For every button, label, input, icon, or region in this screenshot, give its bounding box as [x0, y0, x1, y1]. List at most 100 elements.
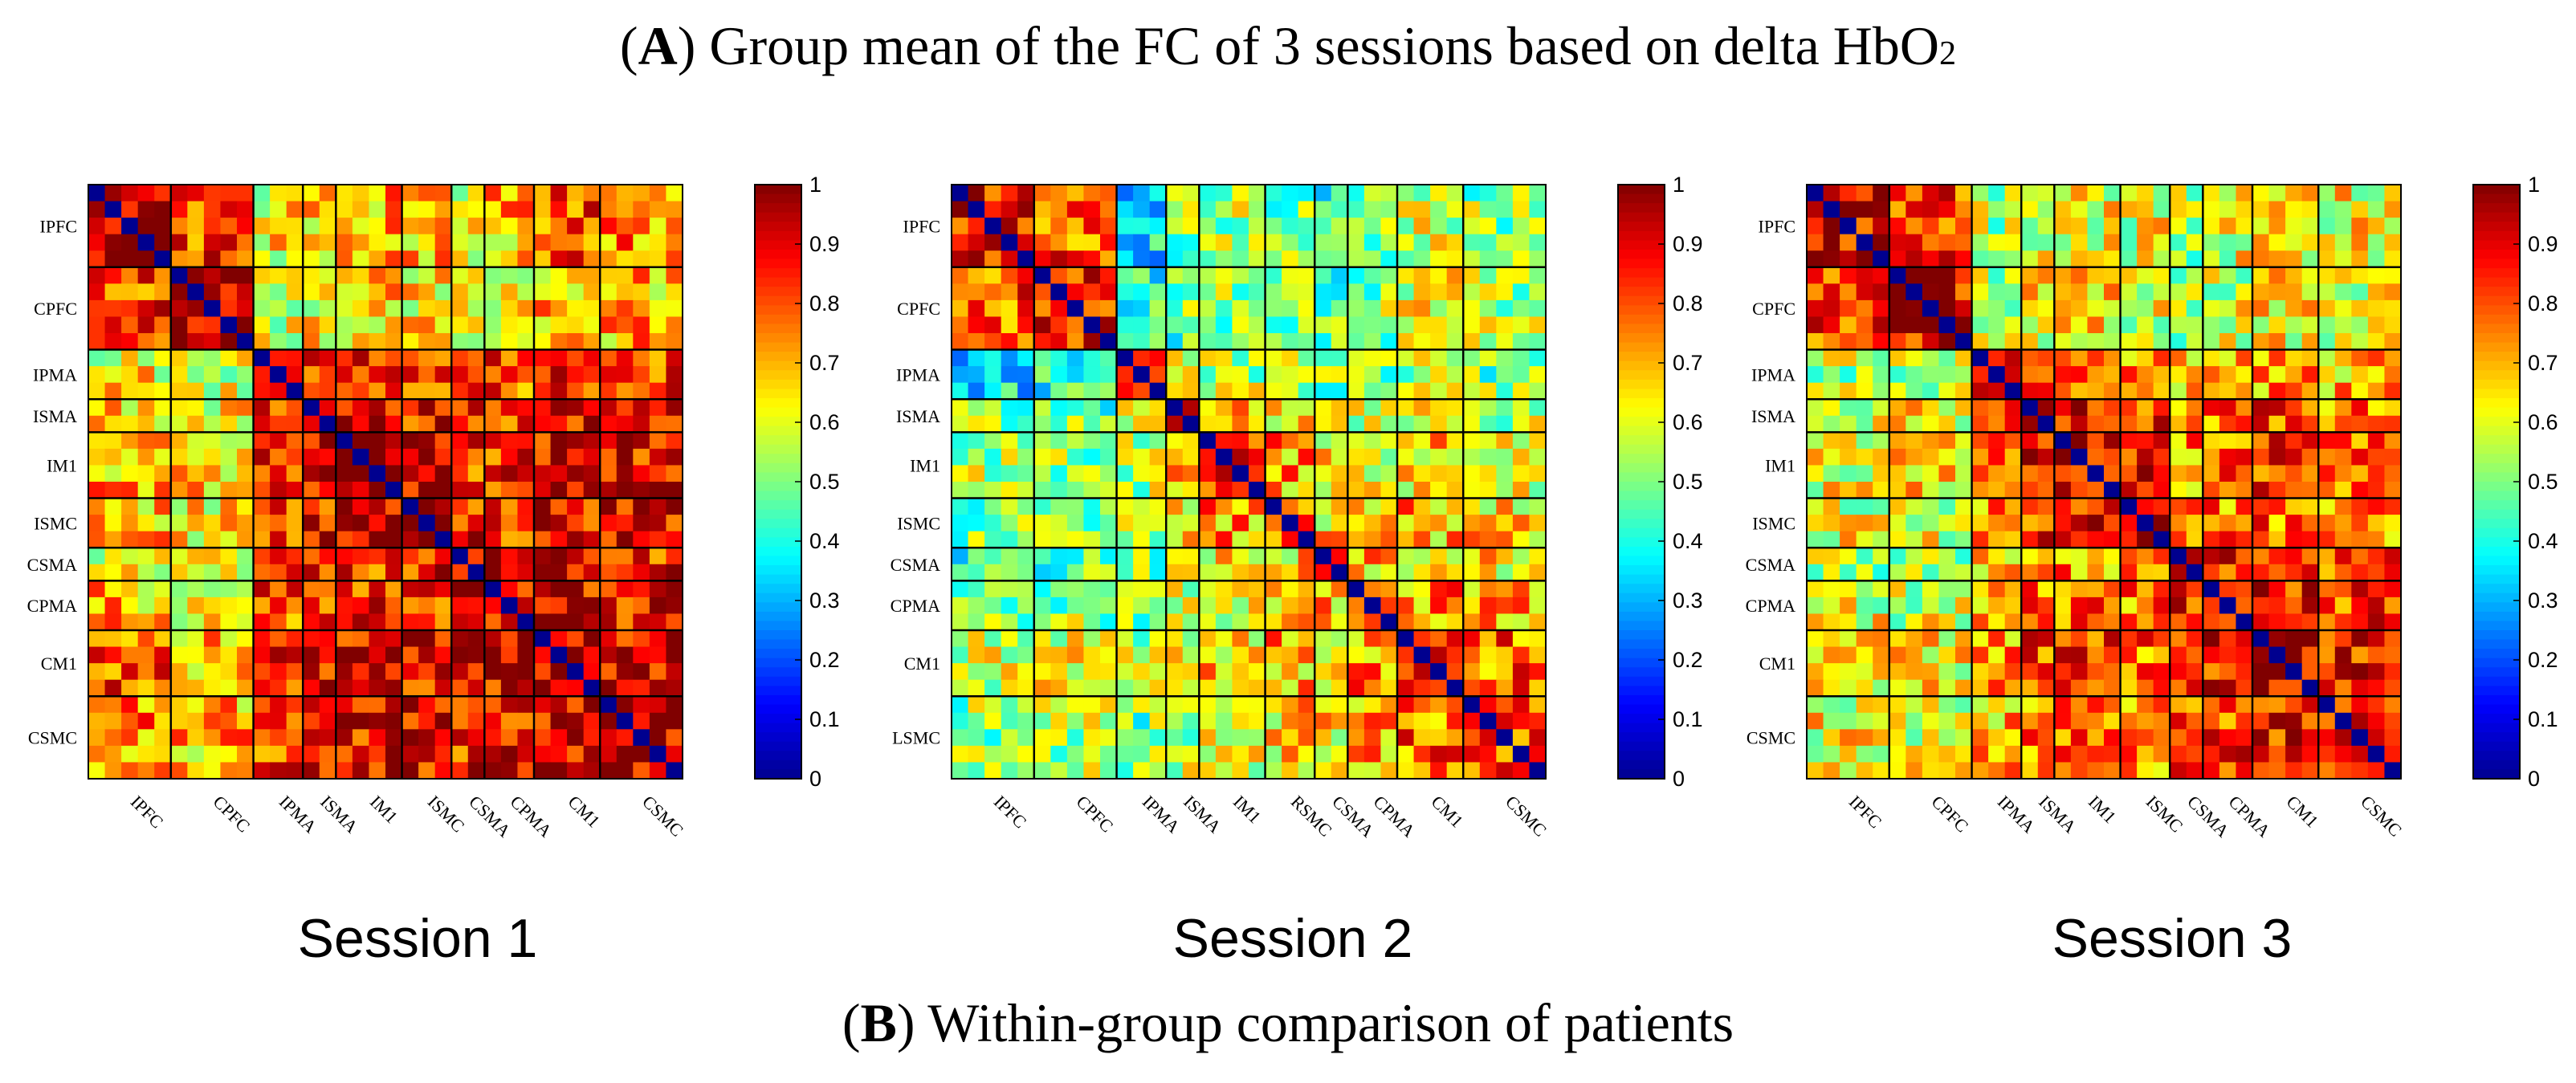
heatmap-cell	[1199, 465, 1217, 482]
heatmap-cell	[567, 267, 585, 284]
heatmap-cell	[170, 201, 188, 218]
heatmap-cell	[352, 679, 369, 697]
heatmap-cell	[1446, 333, 1464, 351]
heatmap-cell	[1083, 250, 1101, 268]
heatmap-cell	[616, 482, 634, 499]
heatmap-cell	[2219, 498, 2236, 515]
heatmap-cell	[1083, 515, 1101, 532]
heatmap-cell	[1529, 382, 1547, 400]
heatmap-cell	[2120, 696, 2138, 714]
heatmap-cell	[600, 613, 618, 631]
heatmap-cell	[1001, 234, 1018, 251]
heatmap-cell	[2070, 613, 2088, 631]
heatmap-cell	[2268, 432, 2286, 450]
heatmap-cell	[2367, 465, 2385, 482]
heatmap-cell	[220, 679, 238, 697]
heatmap-cell	[2004, 399, 2022, 417]
heatmap-cell	[319, 696, 336, 714]
heatmap-cell	[203, 250, 221, 268]
heatmap-cell	[2153, 234, 2170, 251]
figure-title-b: (B) Within-group comparison of patients	[842, 992, 1734, 1053]
x-tick-label: IM1	[1229, 792, 1265, 827]
heatmap-cell	[2004, 366, 2022, 384]
heatmap-cell	[1529, 283, 1547, 301]
heatmap-cell	[2318, 498, 2336, 515]
heatmap-cell	[203, 333, 221, 351]
heatmap-cell	[2351, 596, 2369, 614]
heatmap-cell	[369, 283, 386, 301]
heatmap-cell	[1823, 283, 1840, 301]
heatmap-cell	[2285, 696, 2303, 714]
heatmap-cell	[649, 299, 666, 317]
heatmap-cell	[666, 250, 683, 268]
heatmap-cell	[1033, 366, 1051, 384]
heatmap-cell	[467, 316, 485, 334]
heatmap-cell	[1116, 382, 1134, 400]
heatmap-cell	[1840, 729, 1857, 747]
heatmap-cell	[1529, 548, 1547, 565]
heatmap-cell	[616, 712, 634, 730]
heatmap-cell	[1066, 283, 1084, 301]
heatmap-cell	[1331, 299, 1348, 317]
heatmap-cell	[154, 432, 172, 450]
heatmap-cell	[170, 267, 188, 284]
heatmap-cell	[1249, 201, 1266, 218]
colorbar-segment	[755, 732, 801, 743]
heatmap-cell	[1856, 448, 1873, 466]
heatmap-cell	[517, 366, 535, 384]
heatmap-cell	[1166, 498, 1184, 515]
heatmap-cell	[1413, 745, 1431, 763]
colorbar-segment	[755, 389, 801, 399]
heatmap-cell	[401, 712, 419, 730]
heatmap-cell	[2137, 515, 2154, 532]
heatmap-cell	[1397, 432, 1415, 450]
heatmap-cell	[2153, 366, 2170, 384]
heatmap-cell	[1363, 299, 1381, 317]
heatmap-cell	[984, 333, 1002, 351]
heatmap-cell	[952, 333, 969, 351]
heatmap-cell	[385, 366, 403, 384]
heatmap-cell	[666, 267, 683, 284]
heatmap-cell	[583, 366, 601, 384]
heatmap-cell	[1971, 745, 1989, 763]
heatmap-cell	[1446, 482, 1464, 499]
heatmap-cell	[500, 234, 518, 251]
heatmap-cell	[600, 349, 618, 367]
y-tick-label: IPFC	[903, 216, 940, 236]
heatmap-cell	[352, 333, 369, 351]
heatmap-cell	[369, 531, 386, 548]
heatmap-cell	[1166, 399, 1184, 417]
heatmap-cell	[616, 250, 634, 268]
heatmap-cell	[2104, 596, 2122, 614]
heatmap-cell	[1413, 448, 1431, 466]
heatmap-cell	[2004, 299, 2022, 317]
y-tick-label: CM1	[904, 653, 940, 674]
heatmap-cell	[1001, 745, 1018, 763]
heatmap-cell	[2021, 399, 2039, 417]
heatmap-cell	[2087, 515, 2105, 532]
heatmap-cell	[1906, 630, 1923, 648]
heatmap-cell	[352, 482, 369, 499]
heatmap-cell	[385, 564, 403, 581]
heatmap-cell	[1840, 399, 1857, 417]
heatmap-cell	[137, 482, 155, 499]
heatmap-cell	[451, 498, 469, 515]
heatmap-cell	[2268, 498, 2286, 515]
heatmap-cell	[451, 267, 469, 284]
heatmap-cell	[467, 234, 485, 251]
heatmap-cell	[1380, 679, 1398, 697]
heatmap-cell	[633, 596, 650, 614]
heatmap-cell	[1100, 283, 1118, 301]
heatmap-cell	[1823, 448, 1840, 466]
heatmap-cell	[401, 349, 419, 367]
heatmap-cell	[2334, 745, 2352, 763]
heatmap-cell	[1988, 630, 2006, 648]
heatmap-cell	[1298, 349, 1315, 367]
heatmap-cell	[1347, 548, 1365, 565]
heatmap-cell	[2334, 465, 2352, 482]
colorbar-segment	[755, 751, 801, 761]
heatmap-cell	[517, 267, 535, 284]
x-tick-label: CSMA	[465, 792, 515, 841]
heatmap-cell	[1282, 712, 1299, 730]
heatmap-cell	[2137, 267, 2154, 284]
